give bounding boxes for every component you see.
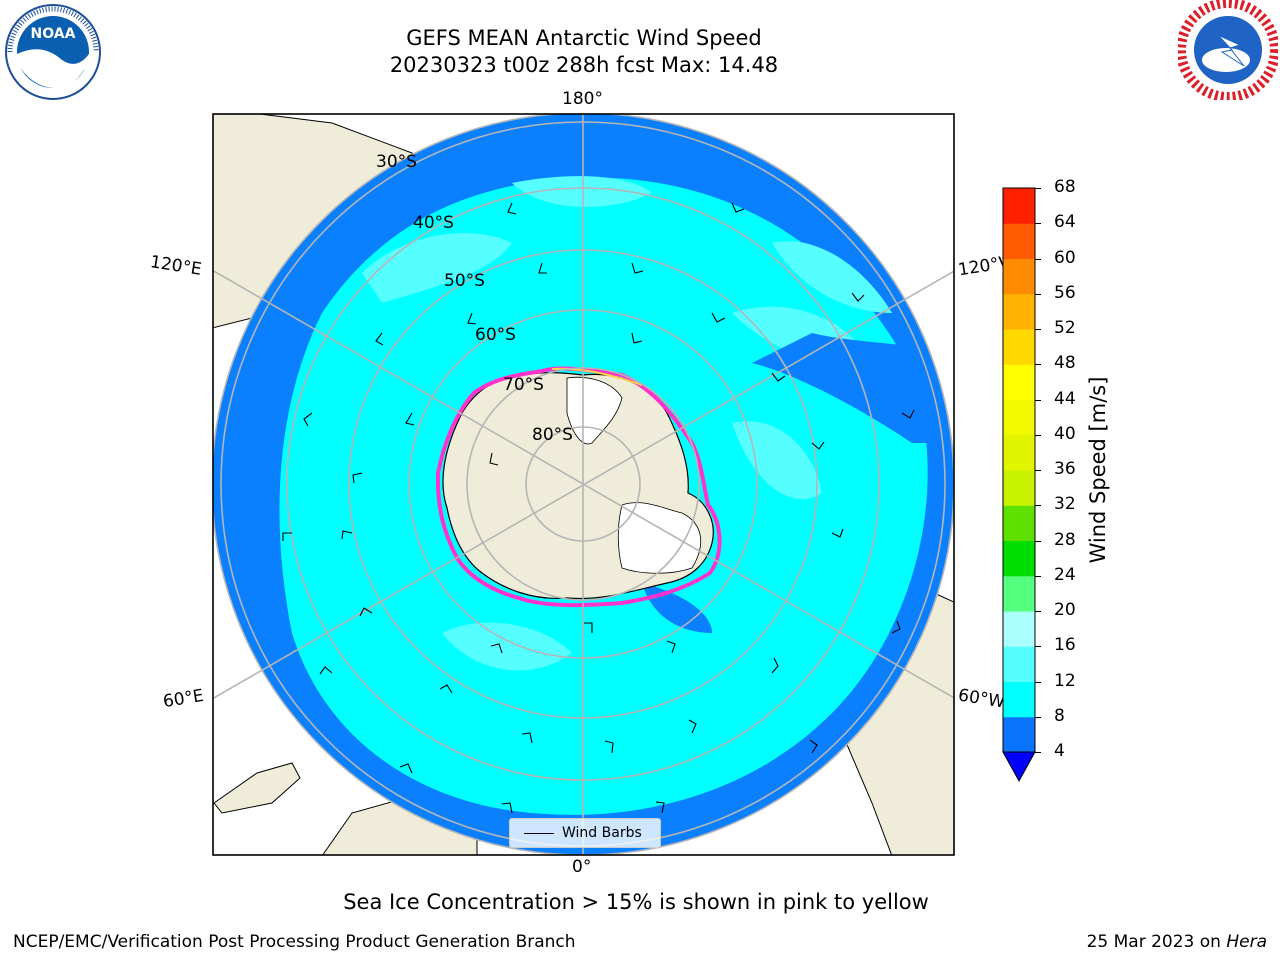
colorbar-tick-mark bbox=[1035, 470, 1041, 471]
colorbar-tick-mark bbox=[1035, 752, 1041, 753]
colorbar-tick-mark bbox=[1035, 188, 1041, 189]
footer-machine: Hera bbox=[1226, 932, 1267, 952]
colorbar-segment bbox=[1003, 329, 1035, 365]
colorbar-segment bbox=[1003, 293, 1035, 330]
lon-label-180: 180° bbox=[562, 89, 603, 109]
colorbar-tick-mark bbox=[1035, 434, 1041, 436]
colorbar-segment bbox=[1003, 223, 1035, 259]
colorbar-segment bbox=[1003, 364, 1035, 400]
sea-ice-edge bbox=[435, 366, 722, 608]
colorbar-segment bbox=[1003, 399, 1035, 436]
colorbar-segment bbox=[1003, 505, 1035, 541]
colorbar-tick-mark bbox=[1035, 223, 1041, 225]
legend-label: Wind Barbs bbox=[562, 825, 642, 841]
colorbar-segment bbox=[1003, 188, 1035, 224]
colorbar-tick-label: 4 bbox=[1054, 741, 1065, 761]
wind-barbs-legend: Wind Barbs bbox=[509, 818, 661, 848]
noaa-logo-text: NOAA bbox=[31, 26, 76, 42]
colorbar-tick-label: 24 bbox=[1054, 564, 1076, 585]
colorbar-tick-mark bbox=[1035, 293, 1041, 295]
colorbar-tick-label: 44 bbox=[1054, 388, 1076, 409]
colorbar-segment bbox=[1003, 575, 1035, 612]
colorbar-segment bbox=[1003, 434, 1035, 471]
colorbar-tick-label: 64 bbox=[1054, 212, 1076, 233]
lat-label-60s: 60°S bbox=[475, 325, 516, 345]
sea-ice-note: Sea Ice Concentration > 15% is shown in … bbox=[0, 890, 1280, 914]
colorbar-tick-mark bbox=[1035, 540, 1041, 542]
colorbar-segment bbox=[1003, 540, 1035, 577]
colorbar-tick-mark bbox=[1035, 611, 1041, 612]
colorbar-tick-label: 52 bbox=[1054, 318, 1076, 338]
footer-date: 25 Mar 2023 on Hera bbox=[1087, 932, 1267, 952]
colorbar-tick-label: 40 bbox=[1054, 423, 1076, 444]
colorbar-tick-label: 32 bbox=[1054, 494, 1076, 515]
colorbar-segment bbox=[1003, 611, 1035, 647]
colorbar bbox=[1002, 187, 1036, 783]
colorbar-tick-mark bbox=[1035, 258, 1041, 260]
chart-subtitle: 20230323 t00z 288h fcst Max: 14.48 bbox=[389, 53, 779, 77]
lon-label-60w: 60°W bbox=[956, 685, 1007, 713]
noaa-logo: NOAA bbox=[5, 4, 101, 100]
lat-label-40s: 40°S bbox=[413, 213, 454, 233]
lon-label-0: 0° bbox=[572, 857, 592, 877]
colorbar-label: Wind Speed [m/s] bbox=[1086, 376, 1110, 564]
colorbar-segment bbox=[1003, 646, 1035, 682]
colorbar-tick-label: 48 bbox=[1054, 353, 1076, 374]
graticule bbox=[213, 114, 954, 855]
lat-label-70s: 70°S bbox=[503, 375, 544, 395]
legend-line-swatch bbox=[524, 832, 554, 834]
nws-logo bbox=[1178, 0, 1278, 100]
lon-label-120e: 120°E bbox=[148, 252, 203, 280]
colorbar-tick-label: 8 bbox=[1054, 705, 1065, 726]
lat-label-30s: 30°S bbox=[376, 152, 417, 172]
colorbar-segment bbox=[1003, 258, 1035, 295]
colorbar-tick-mark bbox=[1035, 364, 1041, 366]
chart-title: GEFS MEAN Antarctic Wind Speed bbox=[406, 26, 762, 50]
colorbar-tick-label: 56 bbox=[1054, 282, 1076, 303]
colorbar-tick-mark bbox=[1035, 505, 1041, 507]
colorbar-tick-mark bbox=[1035, 646, 1041, 648]
weddell-ice-shelf bbox=[617, 502, 701, 574]
lat-label-50s: 50°S bbox=[444, 271, 485, 291]
colorbar-tick-mark bbox=[1035, 575, 1041, 577]
wind-barbs bbox=[282, 202, 915, 814]
colorbar-segment bbox=[1003, 681, 1035, 718]
madagascar-land bbox=[213, 762, 301, 814]
colorbar-tick-label: 68 bbox=[1054, 177, 1076, 197]
sea-ice-note-text: Sea Ice Concentration > 15% is shown in … bbox=[343, 890, 929, 914]
colorbar-tick-label: 20 bbox=[1054, 600, 1076, 620]
colorbar-tick-label: 16 bbox=[1054, 635, 1076, 656]
lon-label-60e: 60°E bbox=[161, 685, 206, 713]
colorbar-tick-mark bbox=[1035, 681, 1041, 683]
colorbar-tick-mark bbox=[1035, 399, 1041, 401]
footer-date-text: 25 Mar 2023 on bbox=[1086, 932, 1227, 952]
colorbar-tick-mark bbox=[1035, 329, 1041, 330]
colorbar-tick-label: 36 bbox=[1054, 459, 1076, 479]
colorbar-tick-label: 12 bbox=[1054, 670, 1076, 691]
colorbar-segment bbox=[1003, 470, 1035, 506]
colorbar-tick-label: 60 bbox=[1054, 247, 1076, 268]
colorbar-segment bbox=[1003, 716, 1035, 753]
colorbar-extend-arrow bbox=[1002, 751, 1036, 783]
antarctic-wind-map bbox=[212, 113, 955, 856]
colorbar-tick-mark bbox=[1035, 716, 1041, 718]
footer-branch: NCEP/EMC/Verification Post Processing Pr… bbox=[13, 932, 576, 952]
lat-label-80s: 80°S bbox=[532, 425, 573, 445]
colorbar-tick-label: 28 bbox=[1054, 529, 1076, 550]
